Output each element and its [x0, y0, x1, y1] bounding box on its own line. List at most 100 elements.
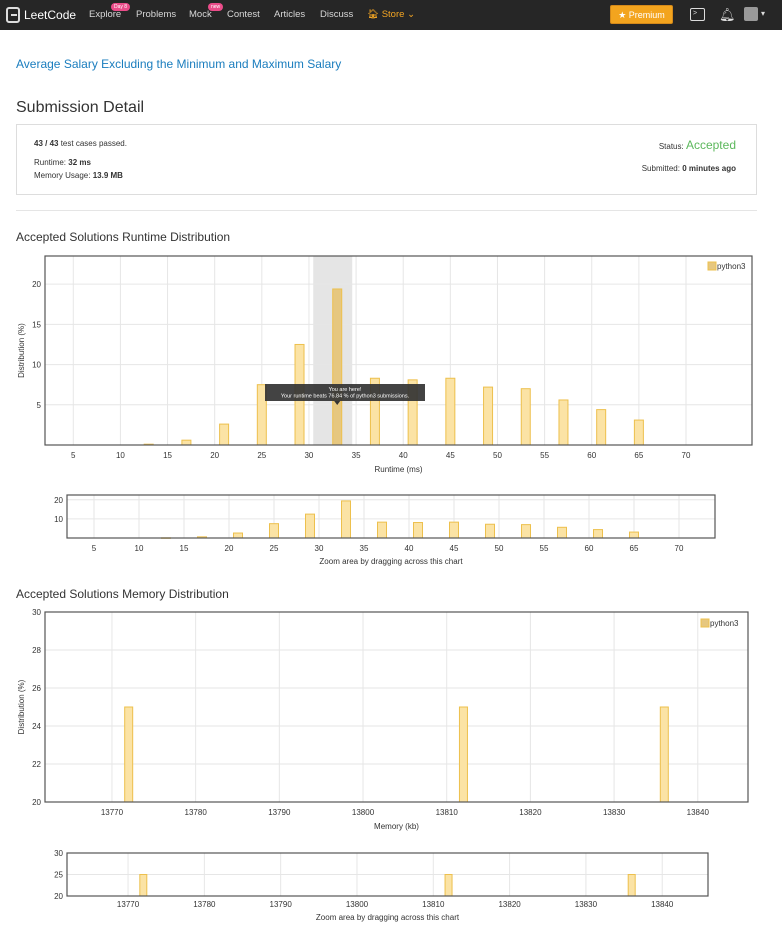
- submitted-label: Submitted:: [641, 164, 680, 173]
- nav-contest[interactable]: Contest: [227, 9, 260, 20]
- submitted-value: 0 minutes ago: [682, 164, 736, 173]
- nav-explore[interactable]: Explore: [89, 9, 122, 20]
- x-tick-label: 13800: [346, 900, 369, 909]
- x-tick-label: 13790: [270, 900, 293, 909]
- bar: [483, 386, 494, 446]
- zoom-hint-label: Zoom area by dragging across this chart: [319, 557, 463, 566]
- memory-label: Memory Usage:: [34, 171, 91, 180]
- x-tick-label: 20: [225, 544, 234, 553]
- x-tick-label: 10: [135, 544, 144, 553]
- x-tick-label: 25: [270, 544, 279, 553]
- x-tick-label: 40: [399, 451, 408, 460]
- nav-discuss[interactable]: Discuss: [320, 9, 354, 20]
- x-tick-label: 30: [315, 544, 324, 553]
- chart-2: 20 22 24 26 28 30 13770 13780 13790 13800 13810 138…: [17, 608, 749, 831]
- x-tick-label: 30: [304, 451, 313, 460]
- playground-icon[interactable]: >: [690, 8, 705, 21]
- bar: [449, 521, 459, 539]
- x-axis-label: Memory (kb): [374, 822, 419, 831]
- runtime-value: 32 ms: [68, 158, 91, 167]
- bar: [445, 377, 456, 446]
- runtime-line: Runtime: 32 ms: [34, 158, 91, 167]
- plot-frame: [66, 494, 716, 539]
- y-tick-label: 10: [32, 361, 41, 370]
- bar: [139, 874, 148, 897]
- x-tick-label: 45: [450, 544, 459, 553]
- bar: [633, 419, 644, 446]
- x-tick-label: 60: [585, 544, 594, 553]
- status-label: Status:: [658, 142, 684, 151]
- x-tick-label: 50: [493, 451, 502, 460]
- y-tick-label: 20: [54, 496, 63, 505]
- y-tick-label: 10: [54, 515, 63, 524]
- nav-store[interactable]: 🏠︎ Store ⌄: [367, 9, 415, 20]
- bar: [269, 523, 279, 539]
- bar: [627, 874, 636, 897]
- y-axis-label: Distribution (%): [17, 323, 26, 378]
- bar: [305, 513, 315, 539]
- y-tick-label: 15: [32, 320, 41, 329]
- x-tick-label: 5: [92, 544, 97, 553]
- nav-articles[interactable]: Articles: [274, 9, 306, 20]
- bar: [413, 522, 423, 539]
- bar: [332, 288, 343, 446]
- y-tick-label: 26: [32, 684, 41, 693]
- plot-frame: [44, 255, 753, 446]
- logo[interactable]: LeetCode: [6, 6, 76, 24]
- avatar[interactable]: [744, 7, 758, 21]
- x-tick-label: 13840: [651, 900, 674, 909]
- problem-title-link[interactable]: Average Salary Excluding the Minimum and…: [16, 57, 342, 71]
- submitted-line: Submitted: 0 minutes ago: [642, 164, 736, 173]
- nav-mock-badge: new: [208, 3, 224, 11]
- star-icon: ★: [618, 10, 627, 20]
- bar: [593, 529, 603, 539]
- x-tick-label: 13820: [519, 808, 542, 817]
- bar: [521, 524, 531, 539]
- runtime-label: Runtime:: [34, 158, 67, 167]
- page-title: Submission Detail: [16, 99, 145, 116]
- x-tick-label: 50: [495, 544, 504, 553]
- x-tick-label: 35: [352, 451, 361, 460]
- tests-passed-count: 43 / 43: [34, 139, 59, 148]
- x-tick-label: 13820: [498, 900, 521, 909]
- top-navbar: LeetCode Explore Day 8 Problems Mock new…: [0, 0, 782, 30]
- y-tick-label: 24: [32, 722, 41, 731]
- x-tick-label: 60: [587, 451, 596, 460]
- x-tick-label: 65: [630, 544, 639, 553]
- bar: [256, 384, 267, 446]
- nav-problems[interactable]: Problems: [136, 9, 177, 20]
- x-tick-label: 35: [360, 544, 369, 553]
- legend-swatch: [700, 618, 710, 628]
- nav-explore-badge: Day 8: [111, 3, 131, 11]
- x-tick-label: 10: [116, 451, 125, 460]
- memory-value: 13.9 MB: [92, 171, 123, 180]
- x-tick-label: 13770: [101, 808, 124, 817]
- x-tick-label: 40: [405, 544, 414, 553]
- status-value[interactable]: Accepted: [685, 138, 736, 152]
- premium-button[interactable]: ★ Premium: [610, 5, 673, 24]
- nav-mock[interactable]: Mock: [189, 9, 212, 20]
- y-tick-label: 5: [37, 401, 42, 410]
- y-tick-label: 28: [32, 646, 41, 655]
- x-tick-label: 70: [675, 544, 684, 553]
- leetcode-logo-icon: [6, 7, 20, 23]
- y-axis-label: Distribution (%): [17, 679, 26, 734]
- memory-distribution-title: Accepted Solutions Memory Distribution: [16, 587, 229, 601]
- bar: [485, 523, 495, 539]
- legend-label: python3: [717, 262, 746, 271]
- notification-bell-icon[interactable]: 🔔︎: [719, 7, 736, 22]
- store-icon: 🏠︎: [367, 9, 380, 20]
- bar: [520, 388, 531, 446]
- x-tick-label: 13840: [687, 808, 710, 817]
- bar: [181, 439, 192, 446]
- avatar-caret-icon[interactable]: ▾: [761, 9, 766, 18]
- x-tick-label: 13810: [436, 808, 459, 817]
- bar: [596, 409, 607, 446]
- tooltip-line-2: Your runtime beats 76.84 % of python3 su…: [281, 394, 410, 400]
- x-tick-label: 15: [163, 451, 172, 460]
- x-tick-label: 20: [210, 451, 219, 460]
- x-axis-label: Runtime (ms): [374, 465, 422, 474]
- y-tick-label: 20: [54, 892, 63, 901]
- bar: [558, 399, 569, 446]
